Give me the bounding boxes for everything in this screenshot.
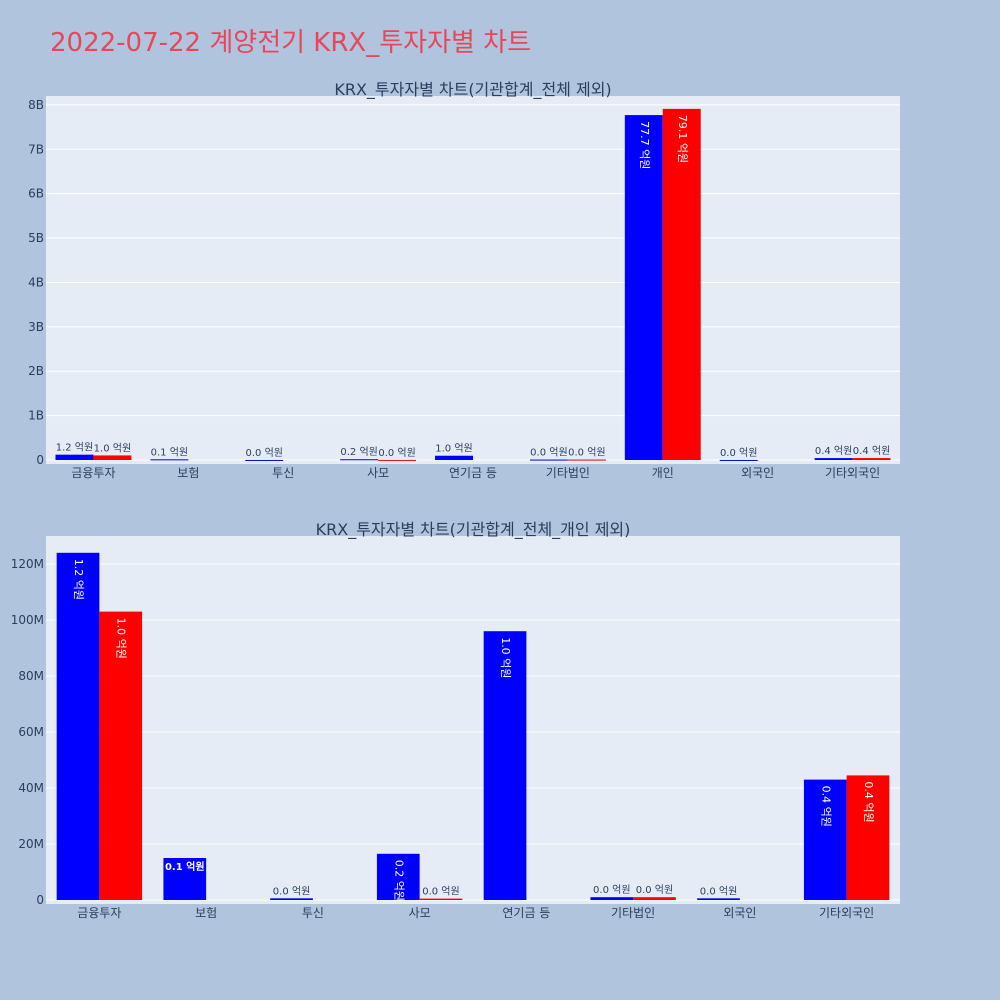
y-tick-label: 7B (28, 142, 44, 156)
bar (376, 853, 420, 900)
data-label: 0.1 억원 (165, 860, 205, 873)
chart-title: KRX_투자자별 차트(기관합계_전체 제외) (334, 80, 611, 100)
y-tick-label: 100M (11, 613, 44, 627)
x-tick-label: 외국인 (741, 466, 774, 480)
bar (340, 459, 379, 461)
x-tick-label: 사모 (409, 906, 431, 920)
bar (567, 459, 606, 461)
data-label: 0.0 억원 (593, 884, 630, 896)
data-label: 77.7 억원 (638, 121, 651, 169)
data-label: 1.2 억원 (56, 442, 93, 454)
x-tick-label: 금융투자 (71, 466, 115, 480)
data-label: 0.0 억원 (720, 447, 757, 459)
x-tick-label: 보험 (177, 466, 199, 480)
data-label: 0.0 억원 (246, 447, 283, 459)
data-label: 0.4 억원 (853, 445, 890, 457)
y-tick-label: 120M (11, 557, 44, 571)
bar (814, 458, 853, 460)
y-tick-label: 3B (28, 320, 44, 334)
data-label: 1.2 억원 (72, 559, 85, 600)
bar (697, 898, 740, 900)
data-label: 1.0 억원 (435, 443, 472, 455)
x-tick-label: 연기금 등 (502, 906, 550, 920)
x-tick-label: 연기금 등 (449, 466, 497, 480)
data-label: 1.0 억원 (94, 442, 131, 454)
y-tick-label: 0 (36, 453, 44, 467)
bar (56, 552, 100, 900)
plot-area (46, 536, 900, 904)
data-label: 79.1 억원 (676, 115, 689, 163)
bar (245, 459, 284, 461)
plot-area (46, 96, 900, 464)
x-tick-label: 기타법인 (611, 906, 655, 920)
data-label: 0.2 억원 (392, 860, 405, 901)
x-tick-label: 금융투자 (77, 906, 121, 920)
x-tick-label: 개인 (652, 466, 674, 480)
y-tick-label: 1B (28, 409, 44, 423)
y-tick-label: 4B (28, 275, 44, 289)
data-label: 0.4 억원 (819, 786, 832, 827)
x-tick-label: 외국인 (723, 906, 756, 920)
chart-top: 0 1B 2B 3B 4B 5B 6B 7B 8B KRX_투자자별 차트(기관합계_전체 제외)… (28, 80, 900, 480)
data-label: 0.2 억원 (340, 446, 377, 458)
bar (150, 459, 189, 461)
data-label: 0.0 억원 (378, 447, 415, 459)
bar (662, 108, 701, 460)
y-tick-label: 40M (18, 781, 44, 795)
y-tick-label: 2B (28, 364, 44, 378)
x-tick-label: 보험 (195, 906, 217, 920)
data-label: 0.0 억원 (273, 885, 310, 897)
data-label: 1.0 억원 (115, 618, 128, 659)
x-tick-label: 투신 (272, 466, 294, 480)
bar (483, 631, 527, 900)
data-label: 0.0 억원 (568, 447, 605, 459)
y-tick-label: 20M (18, 837, 44, 851)
data-label: 0.0 억원 (530, 447, 567, 459)
bar (435, 455, 473, 460)
chart-bottom: 0 20M 40M 60M 80M 100M 120M KRX_투자자별 차트(기관합계_전체… (11, 520, 900, 920)
x-tick-label: 기타외국인 (819, 906, 874, 920)
data-label: 0.4 억원 (862, 781, 875, 822)
x-tick-label: 사모 (367, 466, 389, 480)
bar (719, 459, 758, 461)
data-label: 0.4 억원 (815, 445, 852, 457)
bar (846, 775, 890, 900)
bar (163, 858, 207, 900)
bar (99, 611, 143, 900)
bar (93, 455, 132, 460)
y-tick-label: 60M (18, 725, 44, 739)
data-label: 0.1 억원 (151, 446, 188, 458)
y-tick-label: 0 (36, 893, 44, 907)
bar (624, 115, 663, 461)
page-title: 2022-07-22 계양전기 KRX_투자자별 차트 (50, 28, 532, 58)
y-tick-label: 8B (28, 98, 44, 112)
bar (419, 898, 463, 900)
y-tick-label: 6B (28, 187, 44, 201)
y-tick-label: 80M (18, 669, 44, 683)
bar (803, 779, 847, 900)
x-tick-label: 기타외국인 (825, 466, 880, 480)
data-label: 0.0 억원 (422, 886, 459, 898)
bar (852, 458, 891, 460)
bar (633, 897, 676, 900)
bar (529, 459, 568, 461)
bar (270, 898, 313, 900)
y-tick-label: 5B (28, 231, 44, 245)
data-label: 0.0 억원 (636, 884, 673, 896)
bar (55, 454, 94, 460)
chart-title: KRX_투자자별 차트(기관합계_전체_개인 제외) (316, 520, 631, 540)
x-tick-label: 투신 (302, 906, 324, 920)
x-tick-label: 기타법인 (546, 466, 590, 480)
data-label: 0.0 억원 (700, 885, 737, 897)
bar (378, 459, 417, 461)
bar (590, 897, 634, 900)
data-label: 1.0 억원 (499, 637, 512, 678)
